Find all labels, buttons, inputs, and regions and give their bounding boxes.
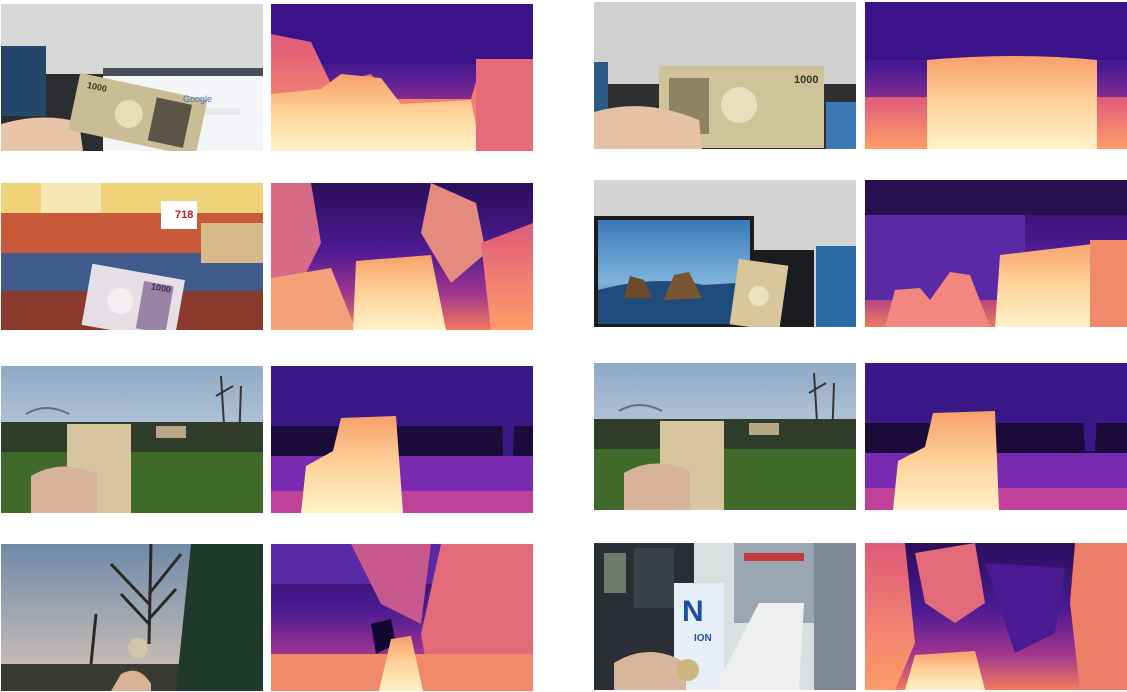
- google-logo-text: Google: [183, 94, 213, 104]
- scene1-rgb-photo: Google 1000: [1, 4, 263, 151]
- scene5-depth-map: [271, 366, 533, 513]
- store-sign-subtext: ION: [694, 633, 712, 644]
- scene6-rgb-photo: [594, 363, 856, 510]
- scene2-depth-map: [865, 2, 1127, 149]
- scene1-depth-map: [271, 4, 533, 151]
- scene8-depth-map: [865, 543, 1127, 690]
- scene3-rgb-photo: 718 1000: [1, 183, 263, 330]
- scene4-depth-map: [865, 180, 1127, 327]
- scene6-depth-map: [865, 363, 1127, 510]
- bill-denomination: 1000: [794, 74, 819, 86]
- store-sign-text: N: [682, 595, 704, 628]
- scene3-depth-map: [271, 183, 533, 330]
- scene4-rgb-photo: [594, 180, 856, 327]
- scene2-rgb-photo: 1000: [594, 2, 856, 149]
- scene5-rgb-photo: [1, 366, 263, 513]
- scene8-rgb-photo: N ION: [594, 543, 856, 690]
- scene7-depth-map: [271, 544, 533, 691]
- price-tag: 718: [175, 209, 194, 221]
- scene7-rgb-photo: [1, 544, 263, 691]
